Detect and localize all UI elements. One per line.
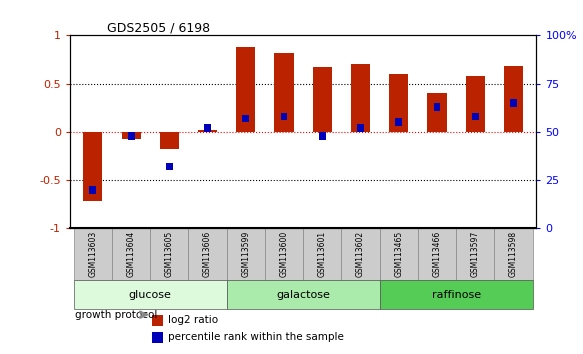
Bar — [303, 228, 342, 280]
Bar — [128, 132, 135, 139]
Bar — [456, 228, 494, 280]
Bar — [389, 74, 408, 132]
Text: GSM113604: GSM113604 — [127, 231, 136, 277]
Bar — [466, 76, 484, 132]
Text: GSM113606: GSM113606 — [203, 231, 212, 277]
Bar — [472, 113, 479, 120]
Text: GDS2505 / 6198: GDS2505 / 6198 — [107, 21, 210, 34]
Text: GSM113597: GSM113597 — [470, 231, 480, 277]
Bar — [74, 228, 112, 280]
Bar — [74, 280, 227, 309]
Bar — [150, 228, 188, 280]
Bar — [380, 280, 532, 309]
Bar — [342, 228, 380, 280]
Text: GSM113598: GSM113598 — [509, 231, 518, 277]
Bar — [494, 228, 532, 280]
Bar — [122, 132, 141, 139]
Bar — [427, 93, 447, 132]
Bar — [357, 124, 364, 132]
Bar — [188, 228, 227, 280]
Bar — [152, 332, 163, 343]
Bar — [112, 228, 150, 280]
Text: log2 ratio: log2 ratio — [168, 315, 218, 325]
Bar — [395, 118, 402, 126]
Bar — [243, 115, 250, 122]
Bar — [351, 64, 370, 132]
Text: glucose: glucose — [129, 290, 171, 299]
Bar — [510, 99, 517, 107]
Text: galactose: galactose — [276, 290, 330, 299]
Bar — [434, 103, 440, 111]
Text: GSM113600: GSM113600 — [279, 231, 289, 277]
Text: GSM113601: GSM113601 — [318, 231, 327, 277]
Text: GSM113465: GSM113465 — [394, 231, 403, 277]
Bar — [504, 66, 523, 132]
Bar — [89, 186, 96, 194]
Text: GSM113605: GSM113605 — [165, 231, 174, 277]
Text: GSM113602: GSM113602 — [356, 231, 365, 277]
Bar — [380, 228, 418, 280]
Bar — [204, 124, 211, 132]
Bar — [312, 67, 332, 132]
Bar — [166, 163, 173, 171]
Text: GSM113603: GSM113603 — [89, 231, 97, 277]
Bar — [152, 315, 163, 326]
Bar — [319, 132, 326, 139]
Text: raffinose: raffinose — [431, 290, 480, 299]
Bar — [236, 47, 255, 132]
Bar — [275, 53, 294, 132]
Bar — [198, 130, 217, 132]
Text: percentile rank within the sample: percentile rank within the sample — [168, 332, 344, 342]
Bar — [265, 228, 303, 280]
Text: GSM113599: GSM113599 — [241, 231, 250, 277]
Bar — [418, 228, 456, 280]
Bar — [160, 132, 179, 149]
Bar — [227, 280, 380, 309]
Text: growth protocol: growth protocol — [75, 310, 157, 320]
Bar — [227, 228, 265, 280]
Text: GSM113466: GSM113466 — [433, 231, 441, 277]
Bar — [280, 113, 287, 120]
Bar — [83, 132, 103, 201]
